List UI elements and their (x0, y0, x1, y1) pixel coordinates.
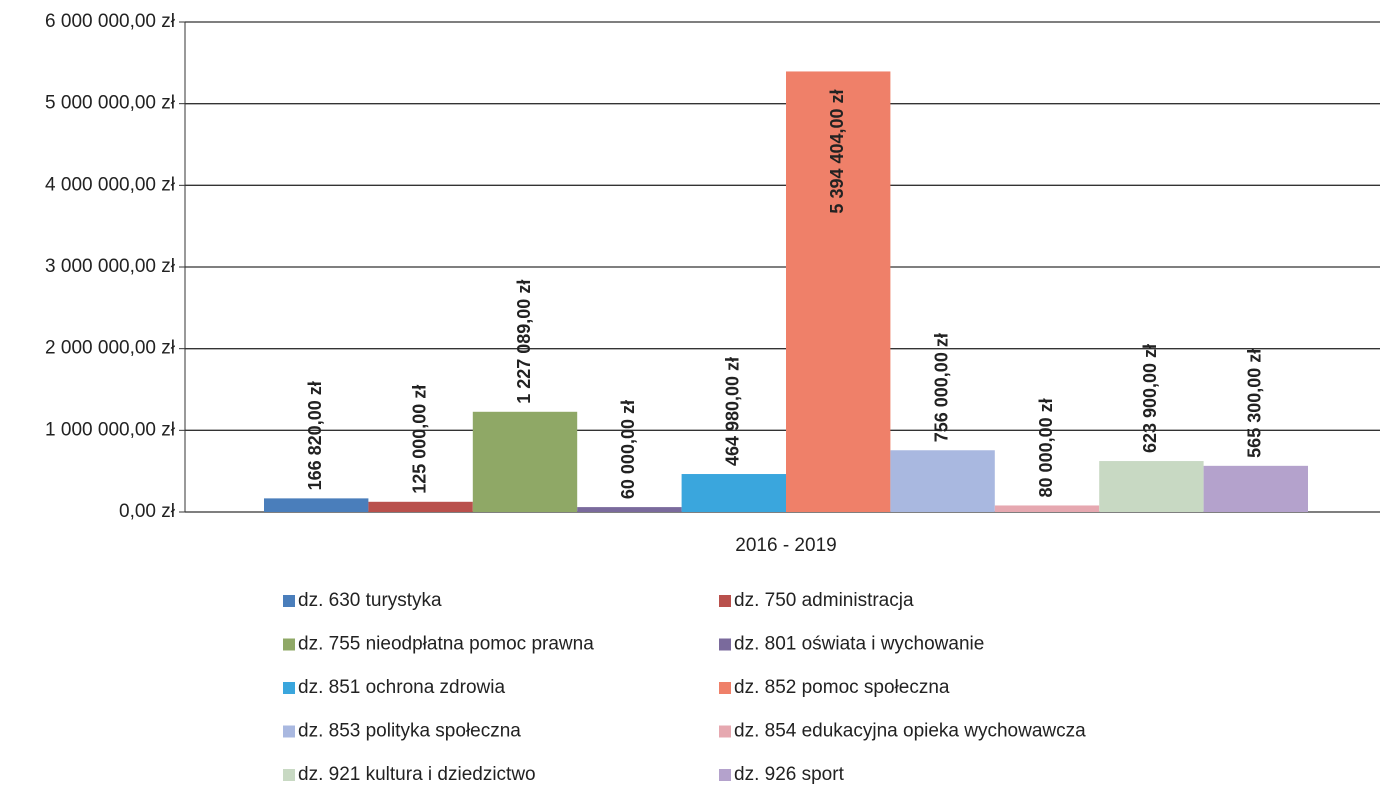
legend-label: dz. 630 turystyka (298, 590, 442, 611)
legend-swatch (283, 769, 295, 781)
y-tick-label: 3 000 000,00 zł (45, 256, 176, 277)
legend-label: dz. 852 pomoc społeczna (734, 677, 950, 698)
value-label: 464 980,00 zł (723, 357, 743, 466)
x-tick-label: 2016 - 2019 (735, 535, 836, 556)
y-tick-label: 4 000 000,00 zł (45, 174, 176, 195)
value-label: 623 900,00 zł (1140, 344, 1160, 453)
legend-label: dz. 921 kultura i dziedzictwo (298, 764, 536, 785)
legend-swatch (719, 769, 731, 781)
value-label: 1 227 089,00 zł (514, 280, 534, 404)
legend-label: dz. 926 sport (734, 764, 845, 785)
bar (264, 498, 369, 512)
legend-swatch (283, 682, 295, 694)
bar (1099, 461, 1204, 512)
legend-swatch (719, 725, 731, 738)
legend-swatch (283, 725, 295, 738)
value-label: 166 820,00 zł (305, 381, 325, 490)
legend-swatch (719, 682, 731, 694)
bar (1203, 465, 1308, 512)
legend-swatch (283, 638, 295, 651)
legend-label: dz. 801 oświata i wychowanie (734, 634, 984, 655)
value-label: 60 000,00 zł (618, 400, 638, 499)
y-tick-label: 2 000 000,00 zł (45, 338, 176, 359)
y-tick-label: 1 000 000,00 zł (45, 419, 176, 440)
legend-label: dz. 750 administracja (734, 590, 914, 611)
bar (368, 501, 473, 512)
y-tick-label: 0,00 zł (119, 501, 176, 522)
bar (994, 505, 1100, 512)
legend-swatch (719, 638, 731, 651)
legend-swatch (283, 595, 295, 607)
value-label: 5 394 404,00 zł (827, 89, 847, 213)
legend-label: dz. 854 edukacyjna opieka wychowawcza (734, 721, 1086, 742)
value-label: 80 000,00 zł (1036, 398, 1056, 497)
legend-swatch (719, 595, 731, 607)
bar (577, 507, 682, 512)
legend-label: dz. 853 polityka społeczna (298, 721, 521, 742)
value-label: 565 300,00 zł (1245, 349, 1265, 458)
legend-label: dz. 851 ochrona zdrowia (298, 677, 505, 698)
bar (472, 411, 578, 512)
y-tick-label: 6 000 000,00 zł (45, 11, 176, 32)
legend-label: dz. 755 nieodpłatna pomoc prawna (298, 634, 594, 655)
bar (786, 71, 891, 513)
bar (890, 450, 995, 512)
value-label: 125 000,00 zł (409, 385, 429, 494)
bar (681, 474, 786, 512)
value-label: 756 000,00 zł (931, 333, 951, 442)
y-tick-label: 5 000 000,00 zł (45, 93, 176, 114)
